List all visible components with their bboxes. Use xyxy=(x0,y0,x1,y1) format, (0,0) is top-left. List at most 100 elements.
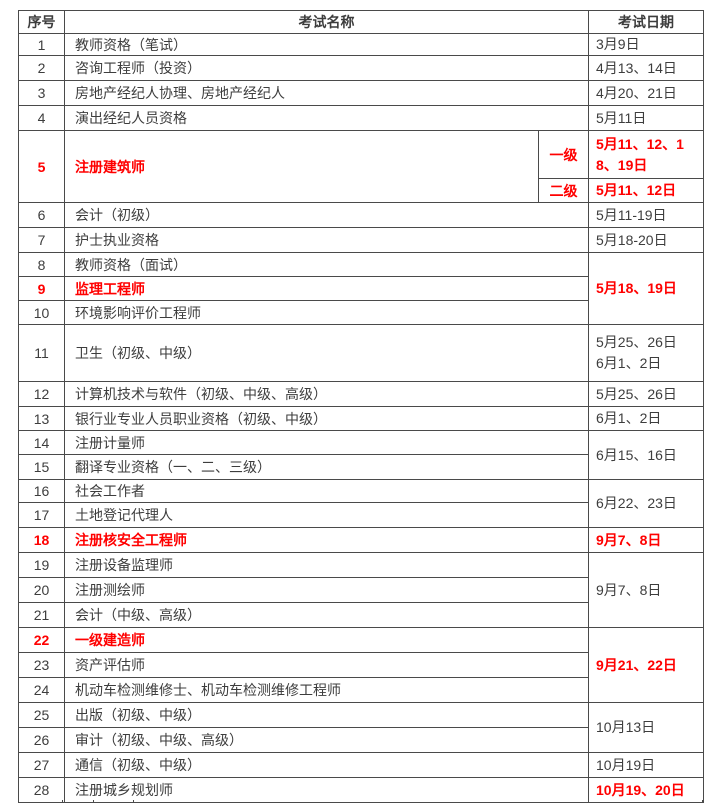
exam-date-text: 9月21、22日 xyxy=(596,656,677,673)
row-number-cell: 8 xyxy=(18,252,65,277)
row-number-cell: 17 xyxy=(18,502,65,528)
exam-name-cell: 教师资格（面试） xyxy=(64,252,589,277)
exam-name-cell: 房地产经纪人协理、房地产经纪人 xyxy=(64,80,589,106)
exam-date-text: 9月7、8日 xyxy=(596,531,662,548)
row-number-cell: 5 xyxy=(18,130,65,203)
row-number-cell: 12 xyxy=(18,381,65,407)
exam-name-cell: 资产评估师 xyxy=(64,652,589,678)
exam-name-cell: 计算机技术与软件（初级、中级、高级） xyxy=(64,381,589,407)
exam-name-cell: 注册核安全工程师 xyxy=(64,527,589,553)
table-row: 二级 5月11、12日 xyxy=(19,178,704,203)
exam-name-cell: 咨询工程师（投资） xyxy=(64,55,589,81)
table-row: 27 通信（初级、中级） 10月19日 xyxy=(18,752,704,778)
exam-date-text: 5月25、26日 xyxy=(596,334,677,350)
exam-name-cell: 护士执业资格 xyxy=(64,227,589,253)
exam-date-cell: 6月15、16日 xyxy=(588,430,704,480)
exam-date-text: 6月22、23日 xyxy=(596,495,677,511)
row-number-cell: 15 xyxy=(18,454,65,480)
exam-name-cell: 教师资格（笔试） xyxy=(64,33,589,56)
exam-name-cell: 演出经纪人员资格 xyxy=(64,105,589,131)
exam-date-text: 5月11、12日 xyxy=(596,182,677,198)
row-number-cell: 2 xyxy=(18,55,65,81)
exam-date-text: 8、19日 xyxy=(596,156,648,173)
row-number-cell: 7 xyxy=(18,227,65,253)
table-row: 3 房地产经纪人协理、房地产经纪人 4月20、21日 xyxy=(18,80,704,106)
exam-date-cell: 6月1、2日 xyxy=(588,406,704,431)
row-number-cell: 16 xyxy=(18,479,65,503)
exam-name-cell: 环境影响评价工程师 xyxy=(64,300,589,325)
table-row: 16 社会工作者 6月22、23日 xyxy=(18,479,704,528)
exam-name-cell: 通信（初级、中级） xyxy=(64,752,589,778)
exam-schedule-table-wrap: 序号 考试名称 考试日期 1 教师资格（笔试） 3月9日 2 咨询工程师（投资） 4月13… xyxy=(18,10,704,803)
exam-name-cell: 一级建造师 xyxy=(64,627,589,653)
exam-level-cell: 一级 xyxy=(538,130,589,179)
cutoff-row-gridline-stub xyxy=(18,800,19,803)
exam-date-text: 6月15、16日 xyxy=(596,446,677,463)
cutoff-row-gridline-stub xyxy=(702,800,703,803)
row-number-cell: 28 xyxy=(18,777,65,803)
exam-date-cell: 9月21、22日 xyxy=(588,627,704,703)
exam-name-cell: 会计（中级、高级） xyxy=(64,602,589,628)
exam-name-cell: 注册城乡规划师 xyxy=(64,777,589,803)
exam-date-cell: 5月25、26日 xyxy=(588,381,704,407)
exam-date-cell: 5月25、26日 6月1、2日 xyxy=(588,324,704,382)
exam-name-cell: 出版（初级、中级） xyxy=(64,702,589,728)
exam-schedule-table: 序号 考试名称 考试日期 1 教师资格（笔试） 3月9日 2 咨询工程师（投资） 4月13… xyxy=(18,10,704,803)
row-number-cell: 20 xyxy=(18,577,65,603)
row-number-cell: 19 xyxy=(18,552,65,578)
exam-date-text: 5月18、19日 xyxy=(596,280,677,296)
table-row: 18 注册核安全工程师 9月7、8日 xyxy=(18,527,704,553)
exam-name-cell: 注册建筑师 xyxy=(64,130,539,203)
exam-date-text: 5月11-19日 xyxy=(596,206,667,223)
exam-date-text: 4月13、14日 xyxy=(596,59,677,76)
table-row: 8 教师资格（面试） 5月18、19日 xyxy=(18,252,704,325)
table-row: 12 计算机技术与软件（初级、中级、高级） 5月25、26日 xyxy=(18,381,704,407)
exam-name-cell: 银行业专业人员职业资格（初级、中级） xyxy=(64,406,589,431)
exam-date-cell: 4月13、14日 xyxy=(588,55,704,81)
row-number-cell: 4 xyxy=(18,105,65,131)
exam-name-cell: 会计（初级） xyxy=(64,202,589,228)
exam-date-cell: 5月11、12、1 8、19日 xyxy=(588,130,704,179)
exam-name-cell: 注册计量师 xyxy=(64,430,589,455)
table-row: 15 翻译专业资格（一、二、三级） xyxy=(18,454,704,480)
exam-date-cell: 6月22、23日 xyxy=(588,479,704,528)
header-exam-name: 考试名称 xyxy=(64,10,589,34)
table-row: 11 卫生（初级、中级） 5月25、26日 6月1、2日 xyxy=(18,324,704,382)
row-number-cell: 23 xyxy=(18,652,65,678)
table-row: 28 注册城乡规划师 10月19、20日 xyxy=(18,777,704,803)
cutoff-row-gridline-stub xyxy=(62,800,63,803)
exam-date-text: 6月1、2日 xyxy=(596,355,662,371)
row-number-cell: 27 xyxy=(18,752,65,778)
row-number-cell: 26 xyxy=(18,727,65,753)
exam-name-cell: 注册测绘师 xyxy=(64,577,589,603)
table-row: 19 注册设备监理师 9月7、8日 xyxy=(18,552,704,628)
row-number-cell: 11 xyxy=(18,324,65,382)
exam-date-text: 3月9日 xyxy=(596,36,640,52)
exam-date-cell: 3月9日 xyxy=(588,33,704,56)
exam-date-text: 9月7、8日 xyxy=(596,581,662,598)
exam-name-cell: 审计（初级、中级、高级） xyxy=(64,727,589,753)
table-row: 2 咨询工程师（投资） 4月13、14日 xyxy=(18,55,704,81)
exam-date-cell: 5月11-19日 xyxy=(588,202,704,228)
exam-name-cell: 监理工程师 xyxy=(64,276,589,301)
cutoff-row-gridline-stub xyxy=(588,800,589,803)
row-number-cell: 18 xyxy=(18,527,65,553)
row-number-cell: 21 xyxy=(18,602,65,628)
exam-name-cell: 卫生（初级、中级） xyxy=(64,324,589,382)
exam-name-cell: 社会工作者 xyxy=(64,479,589,503)
row-number-cell: 6 xyxy=(18,202,65,228)
exam-date-cell: 5月11、12日 xyxy=(588,178,704,203)
table-row: 20 注册测绘师 xyxy=(18,577,704,603)
header-serial-number: 序号 xyxy=(18,10,65,34)
table-row: 21 会计（中级、高级） xyxy=(18,602,704,628)
table-row: 4 演出经纪人员资格 5月11日 xyxy=(18,105,704,131)
exam-date-text: 4月20、21日 xyxy=(596,84,677,101)
exam-date-cell: 5月11日 xyxy=(588,105,704,131)
table-header-row: 序号 考试名称 考试日期 xyxy=(18,10,704,34)
row-number-cell: 1 xyxy=(18,33,65,56)
exam-date-cell: 4月20、21日 xyxy=(588,80,704,106)
row-number-cell: 13 xyxy=(18,406,65,431)
exam-level-cell: 二级 xyxy=(538,178,589,203)
table-row: 1 教师资格（笔试） 3月9日 xyxy=(18,33,704,56)
table-row: 14 注册计量师 6月15、16日 xyxy=(18,430,704,480)
